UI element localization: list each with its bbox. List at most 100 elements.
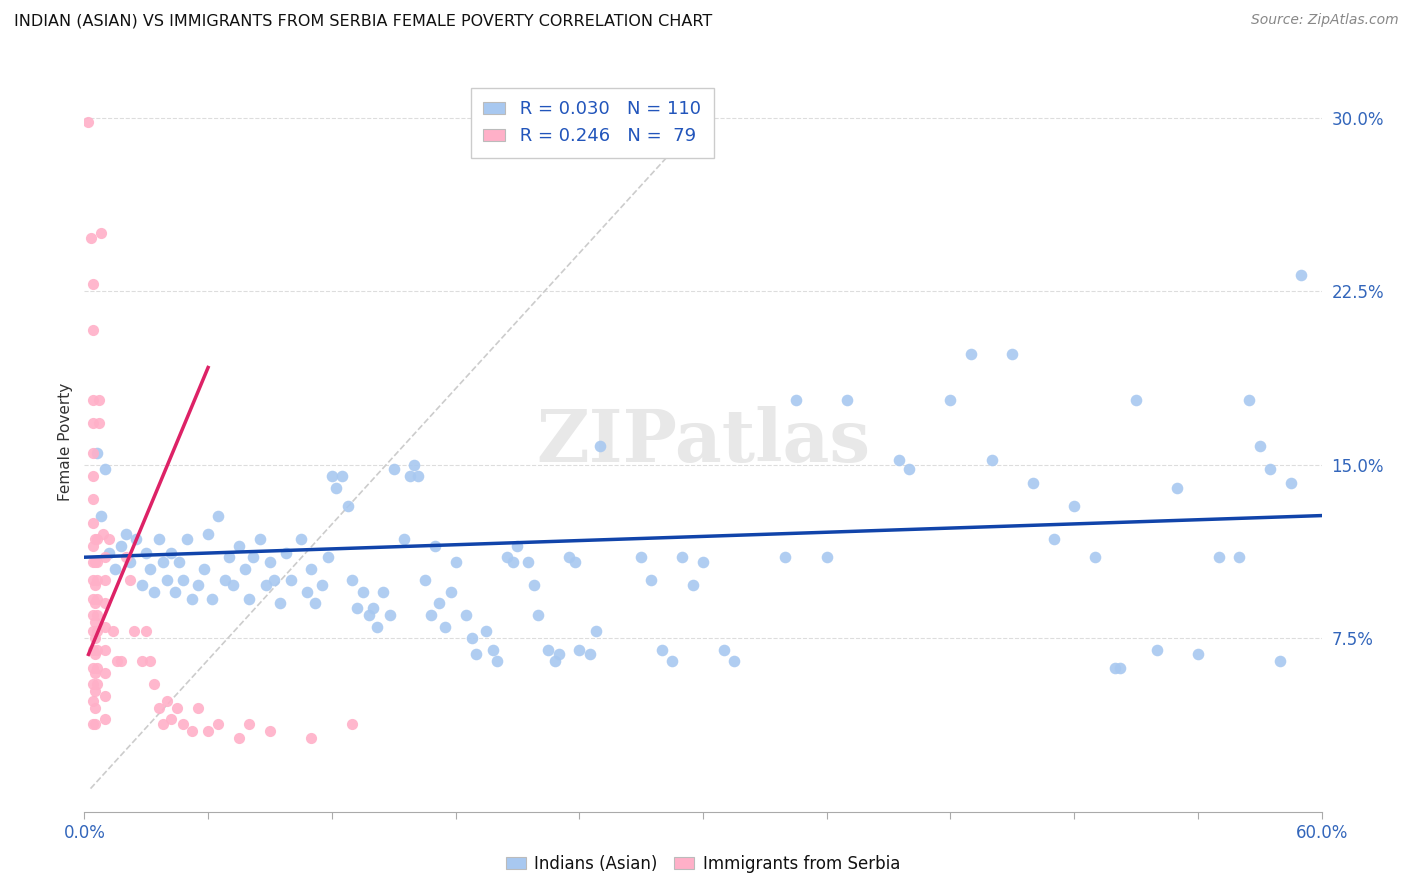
Point bbox=[1289, 268, 1312, 282]
Point bbox=[82, 608, 104, 623]
Point bbox=[1022, 476, 1045, 491]
Point bbox=[1063, 500, 1085, 514]
Point bbox=[143, 677, 166, 691]
Point bbox=[143, 585, 166, 599]
Point bbox=[94, 574, 117, 588]
Point bbox=[214, 574, 236, 588]
Point bbox=[222, 578, 245, 592]
Point bbox=[434, 619, 457, 633]
Point bbox=[207, 508, 229, 523]
Point bbox=[1108, 661, 1130, 675]
Point bbox=[640, 574, 662, 588]
Point bbox=[110, 654, 132, 668]
Point bbox=[207, 716, 229, 731]
Point bbox=[238, 591, 260, 606]
Point bbox=[131, 578, 153, 592]
Point bbox=[440, 585, 463, 599]
Point bbox=[77, 115, 100, 129]
Point bbox=[378, 608, 401, 623]
Point bbox=[103, 624, 125, 639]
Point bbox=[454, 608, 477, 623]
Point bbox=[82, 677, 104, 691]
Point bbox=[86, 555, 108, 569]
Point bbox=[82, 416, 104, 430]
Point bbox=[148, 700, 170, 714]
Point bbox=[404, 458, 426, 472]
Point bbox=[94, 597, 117, 611]
Point bbox=[83, 648, 105, 662]
Point bbox=[337, 500, 360, 514]
Point bbox=[461, 631, 484, 645]
Point bbox=[83, 597, 105, 611]
Point bbox=[352, 585, 374, 599]
Point bbox=[98, 545, 121, 560]
Point bbox=[90, 227, 112, 241]
Point bbox=[427, 597, 450, 611]
Point bbox=[290, 532, 312, 546]
Point bbox=[83, 665, 105, 680]
Point bbox=[254, 578, 277, 592]
Point bbox=[83, 716, 105, 731]
Point bbox=[1187, 648, 1209, 662]
Point bbox=[82, 277, 104, 292]
Point bbox=[1166, 481, 1188, 495]
Point bbox=[775, 550, 797, 565]
Point bbox=[547, 648, 569, 662]
Point bbox=[321, 469, 343, 483]
Point bbox=[82, 539, 104, 553]
Point bbox=[506, 539, 529, 553]
Point bbox=[682, 578, 704, 592]
Point bbox=[661, 654, 683, 668]
Point bbox=[311, 578, 333, 592]
Point bbox=[228, 539, 250, 553]
Point bbox=[87, 392, 110, 407]
Point bbox=[94, 619, 117, 633]
Point bbox=[156, 694, 179, 708]
Point bbox=[86, 532, 108, 546]
Legend: Indians (Asian), Immigrants from Serbia: Indians (Asian), Immigrants from Serbia bbox=[499, 848, 907, 880]
Point bbox=[118, 574, 141, 588]
Point bbox=[98, 532, 121, 546]
Point bbox=[785, 392, 807, 407]
Point bbox=[249, 532, 271, 546]
Y-axis label: Female Poverty: Female Poverty bbox=[58, 383, 73, 500]
Point bbox=[671, 550, 693, 565]
Point bbox=[94, 665, 117, 680]
Point bbox=[1001, 346, 1024, 360]
Point bbox=[357, 608, 380, 623]
Point bbox=[187, 700, 209, 714]
Point bbox=[94, 712, 117, 726]
Text: ZIPatlas: ZIPatlas bbox=[536, 406, 870, 477]
Point bbox=[82, 624, 104, 639]
Point bbox=[86, 624, 108, 639]
Point bbox=[630, 550, 652, 565]
Point bbox=[197, 527, 219, 541]
Point bbox=[172, 716, 194, 731]
Point bbox=[90, 508, 112, 523]
Point bbox=[152, 555, 174, 569]
Point bbox=[1279, 476, 1302, 491]
Point bbox=[651, 642, 673, 657]
Point bbox=[1258, 462, 1281, 476]
Point bbox=[366, 619, 388, 633]
Point bbox=[82, 694, 104, 708]
Point bbox=[413, 574, 436, 588]
Text: INDIAN (ASIAN) VS IMMIGRANTS FROM SERBIA FEMALE POVERTY CORRELATION CHART: INDIAN (ASIAN) VS IMMIGRANTS FROM SERBIA… bbox=[14, 13, 713, 29]
Point bbox=[233, 562, 256, 576]
Point bbox=[87, 416, 110, 430]
Point bbox=[1270, 654, 1292, 668]
Point bbox=[527, 608, 550, 623]
Point bbox=[325, 481, 347, 495]
Point bbox=[82, 324, 104, 338]
Point bbox=[276, 545, 298, 560]
Point bbox=[166, 700, 188, 714]
Point bbox=[269, 597, 291, 611]
Point bbox=[86, 661, 108, 675]
Point bbox=[1208, 550, 1230, 565]
Point bbox=[342, 716, 364, 731]
Point bbox=[939, 392, 962, 407]
Point bbox=[263, 574, 285, 588]
Point bbox=[82, 492, 104, 507]
Point bbox=[399, 469, 422, 483]
Point bbox=[496, 550, 519, 565]
